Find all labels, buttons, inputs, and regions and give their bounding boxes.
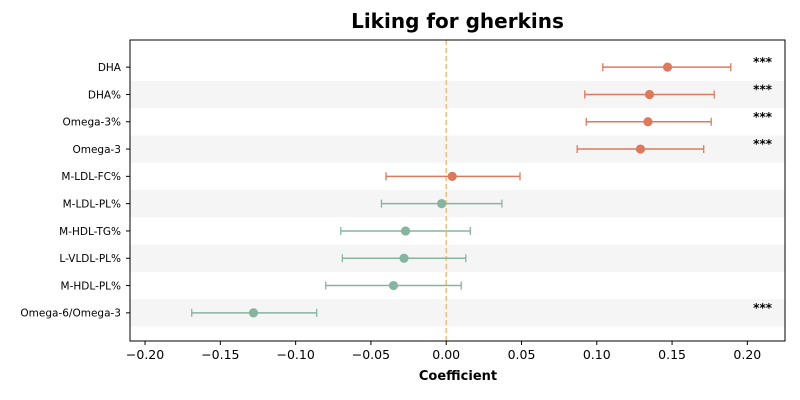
ytick-label: M-LDL-FC%	[61, 171, 121, 183]
x-axis-label: Coefficient	[419, 369, 497, 384]
significance-marker: ***	[753, 55, 773, 69]
chart-title: Liking for gherkins	[351, 9, 564, 33]
xtick-label: 0.10	[583, 347, 611, 362]
coef-point	[447, 171, 457, 181]
coef-point	[400, 226, 411, 236]
coef-point	[388, 280, 399, 291]
ytick-label: Omega-6/Omega-3	[20, 308, 121, 320]
significance-marker: ***	[753, 82, 773, 96]
xtick-label: 0.20	[733, 347, 761, 362]
coef-point	[399, 253, 409, 263]
significance-marker: ***	[753, 301, 773, 315]
coef-point	[248, 308, 259, 318]
ytick-label: DHA	[98, 62, 122, 74]
coef-point	[644, 89, 655, 100]
significance-marker: ***	[753, 137, 773, 151]
coef-point	[635, 144, 646, 154]
xtick-label: 0.15	[658, 347, 686, 362]
xtick-label: −0.05	[352, 347, 390, 362]
ytick-label: M-HDL-TG%	[59, 226, 121, 238]
xtick-label: 0.05	[508, 347, 536, 362]
ytick-label: Omega-3	[72, 144, 121, 156]
plot-frame	[129, 39, 786, 342]
ytick-label: L-VLDL-PL%	[59, 253, 121, 265]
ytick-label: DHA%	[88, 89, 121, 101]
xtick-label: −0.10	[276, 347, 314, 362]
ytick-label: Omega-3%	[63, 117, 122, 129]
significance-marker: ***	[753, 110, 773, 124]
coef-point	[643, 117, 653, 127]
coef-point	[437, 199, 447, 209]
coef-point	[662, 62, 673, 72]
xtick-label: 0.00	[432, 347, 460, 362]
xtick-label: −0.15	[201, 347, 239, 362]
ytick-label: M-LDL-PL%	[63, 198, 121, 210]
ytick-label: M-HDL-PL%	[61, 280, 121, 292]
xtick-label: −0.20	[126, 347, 164, 362]
